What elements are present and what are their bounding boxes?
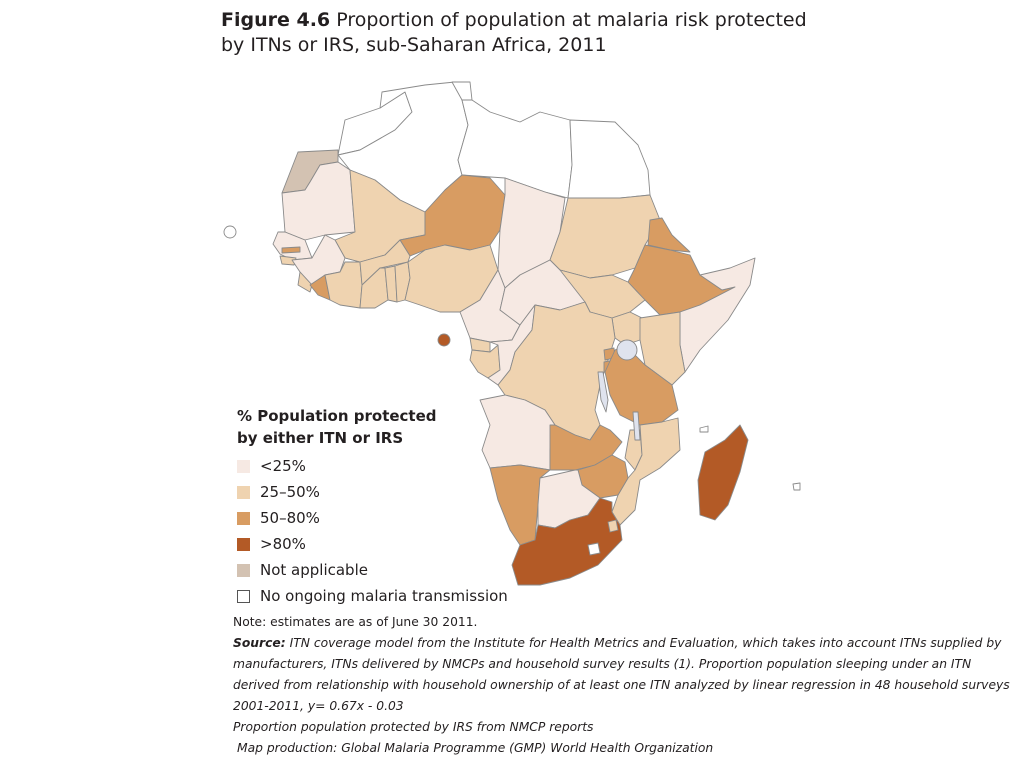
figure-notes: Note: estimates are as of June 30 2011. …	[233, 612, 1013, 759]
figure-label: Figure 4.6	[221, 9, 331, 31]
legend-swatch	[237, 537, 250, 551]
legend-title-line2: by either ITN or IRS	[237, 429, 404, 447]
legend-item-25-50: 25–50%	[237, 479, 508, 505]
country-namibia	[489, 464, 551, 546]
source-text: Source: ITN coverage model from the Inst…	[233, 633, 1013, 717]
country-guinea-bissau	[279, 255, 297, 266]
legend-label: 25–50%	[260, 483, 320, 501]
figure-title: Figure 4.6 Proportion of population at m…	[221, 8, 821, 58]
map-legend: % Population protected by either ITN or …	[237, 405, 508, 609]
country-madagascar	[697, 424, 749, 521]
country-egypt	[567, 119, 651, 199]
country-lesotho	[587, 542, 601, 556]
source-body: ITN coverage model from the Institute fo…	[233, 636, 1010, 713]
legend-title-line1: % Population protected	[237, 407, 437, 425]
legend-label: No ongoing malaria transmission	[260, 587, 508, 605]
legend-label: <25%	[260, 457, 306, 475]
legend-swatch	[237, 459, 250, 473]
legend-label: Not applicable	[260, 561, 368, 579]
country-sudan	[549, 194, 661, 279]
note-date: Note: estimates are as of June 30 2011.	[233, 615, 478, 629]
island-mauritius	[792, 482, 801, 491]
lake-victoria	[616, 339, 638, 361]
legend-item-no-transmission: No ongoing malaria transmission	[237, 583, 508, 609]
legend-swatch	[237, 563, 250, 577]
legend-item-50-80: 50–80%	[237, 505, 508, 531]
legend-swatch	[237, 485, 250, 499]
legend-swatch	[237, 511, 250, 525]
country-eritrea	[647, 217, 691, 253]
country-swaziland	[607, 519, 619, 533]
legend-title: % Population protected by either ITN or …	[237, 405, 508, 449]
legend-item-lt25: <25%	[237, 453, 508, 479]
note-irs: Proportion population protected by IRS f…	[233, 720, 594, 734]
island-cape-verde	[223, 225, 237, 239]
legend-item-gt80: >80%	[237, 531, 508, 557]
source-label: Source:	[233, 636, 286, 650]
island-comoros	[699, 425, 709, 433]
country-kenya	[639, 311, 686, 386]
country-gambia	[281, 246, 301, 254]
legend-label: 50–80%	[260, 509, 320, 527]
country-mozambique	[611, 417, 681, 526]
legend-label: >80%	[260, 535, 306, 553]
island-sao-tome	[437, 333, 451, 347]
country-south-africa	[511, 497, 623, 586]
note-map-production: Map production: Global Malaria Programme…	[237, 741, 714, 755]
lake-tanganyika	[597, 371, 609, 413]
country-burkina-faso	[344, 239, 411, 286]
lake-malawi	[632, 411, 641, 441]
figure-title-text: Proportion of population at malaria risk…	[221, 9, 807, 56]
legend-swatch	[237, 589, 250, 603]
country-sierra-leone	[297, 271, 313, 293]
legend-item-not-applicable: Not applicable	[237, 557, 508, 583]
